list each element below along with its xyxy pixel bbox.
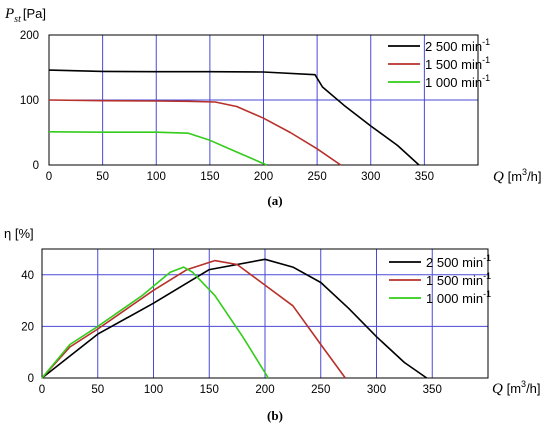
panel-caption: (a) (267, 193, 282, 208)
x-axis-unit: [m (508, 169, 522, 184)
y-axis-unit: [%] (15, 226, 34, 241)
y-axis-sub: st (14, 14, 21, 25)
legend-label-sup: -1 (483, 271, 491, 281)
x-tick-label: 100 (147, 171, 166, 183)
series-line-2 (48, 99, 342, 166)
x-tick-label: 100 (144, 384, 163, 396)
x-tick-label: 0 (46, 171, 52, 183)
chart-panel-b: 0 50 100 150 200 250 300 350 0 20 40 2 500 min-11 5… (4, 226, 541, 423)
y-tick-label: 200 (20, 30, 39, 42)
legend-label: 1 000 min-1 (425, 73, 490, 90)
series-line-3 (48, 131, 268, 166)
legend-label-sup: -1 (483, 289, 491, 299)
series-line-3 (41, 266, 269, 379)
x-tick-label: 50 (96, 171, 109, 183)
y-axis-symbol: η (4, 226, 15, 241)
y-axis-label: η [%] (4, 226, 34, 241)
legend-label: 2 500 min-1 (425, 37, 490, 54)
y-tick-label: 20 (21, 321, 34, 333)
series-line-1 (48, 69, 420, 166)
series-line-2 (41, 259, 346, 379)
x-axis-unit: [m (507, 381, 521, 396)
x-axis-label: Q [m3/h] (493, 167, 542, 185)
legend: 2 500 min-11 500 min-11 000 min-1 (388, 37, 490, 90)
legend-label-sup: -1 (482, 55, 490, 65)
x-axis-sup: 3 (521, 379, 526, 389)
x-axis-symbol: Q (492, 381, 507, 397)
x-tick-label: 200 (254, 171, 273, 183)
x-axis-end: /h] (526, 381, 540, 396)
legend-label: 2 500 min-1 (426, 253, 491, 270)
y-axis-label: Pst [Pa] (4, 6, 46, 25)
y-axis-unit: [Pa] (23, 6, 46, 21)
y-tick-label: 0 (33, 160, 39, 172)
x-axis-symbol: Q (493, 169, 508, 185)
x-tick-label: 200 (255, 384, 274, 396)
legend-label-sup: -1 (482, 37, 490, 47)
plot-frame (41, 248, 489, 379)
x-tick-label: 250 (311, 384, 330, 396)
y-axis-symbol: P (4, 6, 14, 22)
y-tick-label: 0 (28, 373, 34, 385)
panel-caption: (b) (267, 408, 283, 423)
legend: 2 500 min-11 500 min-11 000 min-1 (389, 253, 491, 306)
y-tick-label: 100 (20, 95, 39, 107)
x-tick-label: 50 (91, 384, 104, 396)
x-tick-label: 300 (367, 384, 386, 396)
x-tick-label: 150 (200, 384, 219, 396)
legend-label-sup: -1 (482, 73, 490, 83)
y-tick-label: 40 (21, 270, 34, 282)
x-tick-label: 350 (423, 384, 442, 396)
series-line-1 (41, 258, 428, 379)
x-tick-label: 150 (200, 171, 219, 183)
x-tick-label: 250 (308, 171, 327, 183)
x-tick-label: 300 (361, 171, 380, 183)
legend-label: 1 500 min-1 (426, 271, 491, 288)
x-tick-label: 0 (39, 384, 45, 396)
x-axis-label: Q [m3/h] (492, 379, 541, 397)
x-tick-label: 350 (415, 171, 434, 183)
legend-label-sup: -1 (483, 253, 491, 263)
x-axis-sup: 3 (522, 167, 527, 177)
x-axis-end: /h] (527, 169, 541, 184)
legend-label: 1 500 min-1 (425, 55, 490, 72)
legend-label: 1 000 min-1 (426, 289, 491, 306)
